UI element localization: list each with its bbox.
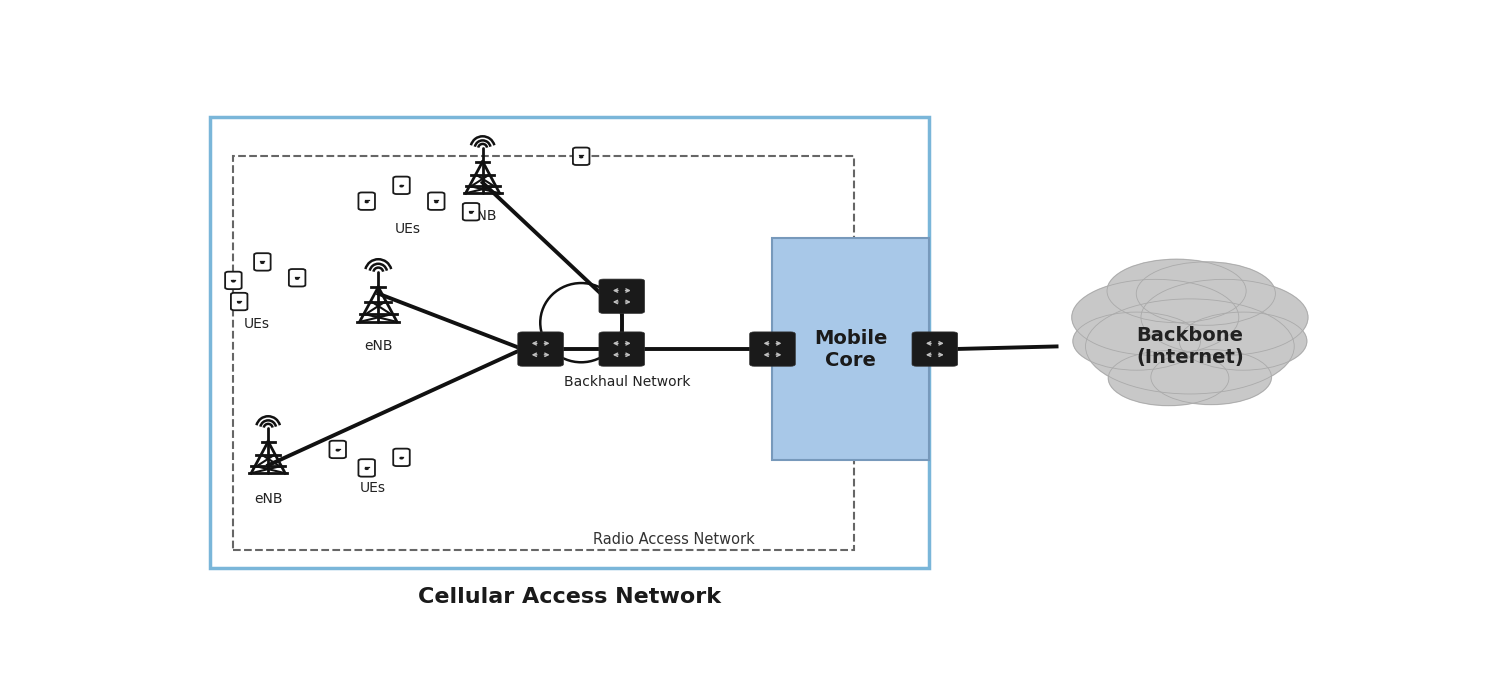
Text: Backhaul Network: Backhaul Network — [564, 375, 691, 390]
FancyBboxPatch shape — [393, 176, 410, 194]
Circle shape — [365, 468, 368, 469]
FancyBboxPatch shape — [224, 272, 242, 289]
Text: eNB: eNB — [254, 492, 283, 506]
Text: Backbone
(Internet): Backbone (Internet) — [1135, 326, 1243, 367]
Text: UEs: UEs — [359, 481, 386, 495]
Circle shape — [435, 201, 438, 202]
Circle shape — [296, 278, 299, 279]
FancyBboxPatch shape — [772, 238, 929, 460]
Circle shape — [1137, 262, 1276, 325]
Circle shape — [1073, 312, 1200, 370]
FancyBboxPatch shape — [329, 440, 346, 458]
Text: Radio Access Network: Radio Access Network — [592, 532, 755, 547]
FancyBboxPatch shape — [573, 147, 589, 165]
Circle shape — [232, 281, 235, 282]
FancyBboxPatch shape — [393, 449, 410, 466]
Text: UEs: UEs — [395, 222, 420, 236]
FancyBboxPatch shape — [749, 332, 796, 366]
FancyBboxPatch shape — [359, 459, 375, 477]
Circle shape — [1141, 279, 1308, 355]
FancyBboxPatch shape — [598, 332, 645, 366]
FancyBboxPatch shape — [230, 293, 247, 310]
Circle shape — [1086, 299, 1294, 394]
Circle shape — [365, 201, 368, 202]
Circle shape — [1107, 259, 1246, 322]
Circle shape — [399, 185, 402, 187]
Circle shape — [580, 156, 582, 158]
Circle shape — [1109, 351, 1228, 405]
Circle shape — [337, 449, 340, 451]
FancyBboxPatch shape — [598, 279, 645, 314]
FancyBboxPatch shape — [428, 193, 444, 210]
Circle shape — [1071, 279, 1239, 355]
Circle shape — [470, 212, 473, 213]
Circle shape — [238, 302, 241, 303]
Text: eNB: eNB — [468, 209, 497, 223]
FancyBboxPatch shape — [518, 332, 564, 366]
Circle shape — [399, 458, 402, 459]
FancyBboxPatch shape — [359, 193, 375, 210]
Circle shape — [1179, 312, 1308, 370]
Text: Mobile
Core: Mobile Core — [814, 329, 887, 370]
FancyBboxPatch shape — [254, 253, 271, 271]
Circle shape — [1150, 350, 1272, 405]
Text: UEs: UEs — [244, 318, 269, 331]
Text: Cellular Access Network: Cellular Access Network — [417, 587, 721, 607]
FancyBboxPatch shape — [462, 203, 479, 220]
Circle shape — [260, 262, 263, 263]
Text: eNB: eNB — [364, 338, 392, 353]
FancyBboxPatch shape — [289, 269, 305, 287]
FancyBboxPatch shape — [913, 332, 957, 366]
